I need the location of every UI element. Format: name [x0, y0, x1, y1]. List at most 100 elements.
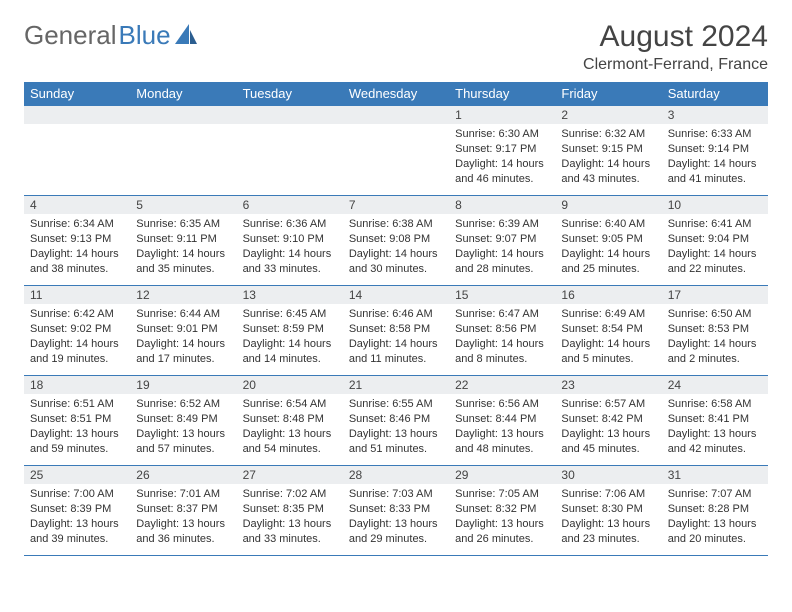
- day-number: 21: [343, 376, 449, 394]
- cell-line: Sunset: 8:49 PM: [136, 412, 230, 427]
- cell-body: Sunrise: 6:56 AMSunset: 8:44 PMDaylight:…: [449, 394, 555, 460]
- day-number: 26: [130, 466, 236, 484]
- day-number: 19: [130, 376, 236, 394]
- cell-line: Sunrise: 6:47 AM: [455, 307, 549, 322]
- cell-line: Sunset: 8:30 PM: [561, 502, 655, 517]
- col-thursday: Thursday: [449, 82, 555, 106]
- calendar-week: 18Sunrise: 6:51 AMSunset: 8:51 PMDayligh…: [24, 376, 768, 466]
- calendar-cell: 19Sunrise: 6:52 AMSunset: 8:49 PMDayligh…: [130, 376, 236, 466]
- cell-line: Daylight: 13 hours: [455, 427, 549, 442]
- cell-line: and 19 minutes.: [30, 352, 124, 367]
- header: GeneralBlue August 2024 Clermont-Ferrand…: [24, 20, 768, 74]
- day-number: 6: [237, 196, 343, 214]
- calendar-cell: [237, 106, 343, 196]
- cell-line: Daylight: 14 hours: [561, 157, 655, 172]
- calendar-table: Sunday Monday Tuesday Wednesday Thursday…: [24, 82, 768, 556]
- cell-line: Daylight: 14 hours: [136, 337, 230, 352]
- cell-line: Daylight: 14 hours: [30, 247, 124, 262]
- cell-line: and 36 minutes.: [136, 532, 230, 547]
- cell-line: Sunset: 8:32 PM: [455, 502, 549, 517]
- cell-line: Sunset: 8:42 PM: [561, 412, 655, 427]
- cell-line: Daylight: 13 hours: [561, 517, 655, 532]
- cell-body: Sunrise: 6:54 AMSunset: 8:48 PMDaylight:…: [237, 394, 343, 460]
- cell-line: Daylight: 13 hours: [668, 427, 762, 442]
- cell-body: [130, 124, 236, 131]
- brand-logo: GeneralBlue: [24, 20, 197, 51]
- cell-body: Sunrise: 6:55 AMSunset: 8:46 PMDaylight:…: [343, 394, 449, 460]
- cell-line: and 23 minutes.: [561, 532, 655, 547]
- cell-line: Sunrise: 6:50 AM: [668, 307, 762, 322]
- day-number: 1: [449, 106, 555, 124]
- cell-line: Daylight: 13 hours: [243, 517, 337, 532]
- day-number: 2: [555, 106, 661, 124]
- cell-line: Daylight: 13 hours: [136, 517, 230, 532]
- cell-line: Sunrise: 6:55 AM: [349, 397, 443, 412]
- cell-line: Daylight: 14 hours: [136, 247, 230, 262]
- cell-line: Sunset: 9:14 PM: [668, 142, 762, 157]
- cell-body: Sunrise: 7:01 AMSunset: 8:37 PMDaylight:…: [130, 484, 236, 550]
- cell-line: Sunrise: 6:30 AM: [455, 127, 549, 142]
- cell-line: and 42 minutes.: [668, 442, 762, 457]
- cell-line: Sunset: 8:58 PM: [349, 322, 443, 337]
- cell-line: Sunrise: 6:34 AM: [30, 217, 124, 232]
- day-number: 22: [449, 376, 555, 394]
- cell-line: and 33 minutes.: [243, 262, 337, 277]
- cell-line: Sunset: 8:33 PM: [349, 502, 443, 517]
- cell-line: Sunset: 9:01 PM: [136, 322, 230, 337]
- day-number: 15: [449, 286, 555, 304]
- day-number: 28: [343, 466, 449, 484]
- calendar-cell: 10Sunrise: 6:41 AMSunset: 9:04 PMDayligh…: [662, 196, 768, 286]
- day-number: 3: [662, 106, 768, 124]
- cell-line: Sunset: 9:15 PM: [561, 142, 655, 157]
- cell-body: Sunrise: 6:52 AMSunset: 8:49 PMDaylight:…: [130, 394, 236, 460]
- calendar-cell: 6Sunrise: 6:36 AMSunset: 9:10 PMDaylight…: [237, 196, 343, 286]
- col-sunday: Sunday: [24, 82, 130, 106]
- cell-body: Sunrise: 6:30 AMSunset: 9:17 PMDaylight:…: [449, 124, 555, 190]
- cell-line: Sunset: 9:04 PM: [668, 232, 762, 247]
- cell-line: Sunset: 8:39 PM: [30, 502, 124, 517]
- day-number: 11: [24, 286, 130, 304]
- brand-part2: Blue: [119, 20, 171, 51]
- calendar-cell: 25Sunrise: 7:00 AMSunset: 8:39 PMDayligh…: [24, 466, 130, 556]
- cell-line: Sunrise: 7:01 AM: [136, 487, 230, 502]
- cell-line: Sunrise: 7:02 AM: [243, 487, 337, 502]
- calendar-week: 25Sunrise: 7:00 AMSunset: 8:39 PMDayligh…: [24, 466, 768, 556]
- calendar-week: 1Sunrise: 6:30 AMSunset: 9:17 PMDaylight…: [24, 106, 768, 196]
- col-tuesday: Tuesday: [237, 82, 343, 106]
- cell-line: Daylight: 13 hours: [243, 427, 337, 442]
- day-number: 4: [24, 196, 130, 214]
- calendar-cell: 21Sunrise: 6:55 AMSunset: 8:46 PMDayligh…: [343, 376, 449, 466]
- day-number: 7: [343, 196, 449, 214]
- cell-line: Sunset: 8:56 PM: [455, 322, 549, 337]
- cell-line: and 30 minutes.: [349, 262, 443, 277]
- cell-body: Sunrise: 6:50 AMSunset: 8:53 PMDaylight:…: [662, 304, 768, 370]
- weekday-header-row: Sunday Monday Tuesday Wednesday Thursday…: [24, 82, 768, 106]
- cell-line: and 14 minutes.: [243, 352, 337, 367]
- cell-line: Sunset: 8:37 PM: [136, 502, 230, 517]
- page-title: August 2024: [583, 20, 768, 54]
- calendar-cell: 5Sunrise: 6:35 AMSunset: 9:11 PMDaylight…: [130, 196, 236, 286]
- cell-body: Sunrise: 6:34 AMSunset: 9:13 PMDaylight:…: [24, 214, 130, 280]
- calendar-cell: 24Sunrise: 6:58 AMSunset: 8:41 PMDayligh…: [662, 376, 768, 466]
- col-monday: Monday: [130, 82, 236, 106]
- cell-line: Sunrise: 7:05 AM: [455, 487, 549, 502]
- day-number: [343, 106, 449, 124]
- cell-line: Sunrise: 6:36 AM: [243, 217, 337, 232]
- brand-sail-icon: [175, 20, 197, 51]
- cell-body: Sunrise: 6:49 AMSunset: 8:54 PMDaylight:…: [555, 304, 661, 370]
- calendar-cell: 22Sunrise: 6:56 AMSunset: 8:44 PMDayligh…: [449, 376, 555, 466]
- day-number: 14: [343, 286, 449, 304]
- cell-line: Sunrise: 6:56 AM: [455, 397, 549, 412]
- calendar-cell: 31Sunrise: 7:07 AMSunset: 8:28 PMDayligh…: [662, 466, 768, 556]
- calendar-cell: 16Sunrise: 6:49 AMSunset: 8:54 PMDayligh…: [555, 286, 661, 376]
- calendar-cell: 18Sunrise: 6:51 AMSunset: 8:51 PMDayligh…: [24, 376, 130, 466]
- col-friday: Friday: [555, 82, 661, 106]
- calendar-cell: 11Sunrise: 6:42 AMSunset: 9:02 PMDayligh…: [24, 286, 130, 376]
- cell-line: Sunset: 9:07 PM: [455, 232, 549, 247]
- cell-body: Sunrise: 6:32 AMSunset: 9:15 PMDaylight:…: [555, 124, 661, 190]
- cell-body: Sunrise: 6:47 AMSunset: 8:56 PMDaylight:…: [449, 304, 555, 370]
- cell-line: Daylight: 13 hours: [349, 427, 443, 442]
- calendar-cell: [343, 106, 449, 196]
- cell-line: Sunrise: 6:35 AM: [136, 217, 230, 232]
- cell-line: and 20 minutes.: [668, 532, 762, 547]
